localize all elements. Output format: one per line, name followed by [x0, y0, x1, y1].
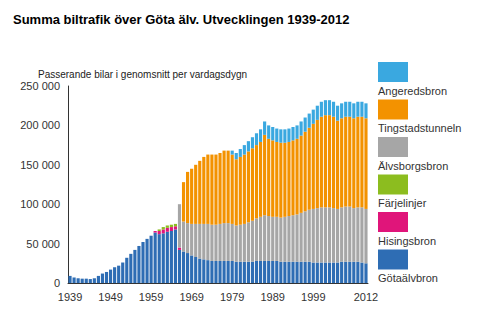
svg-text:1979: 1979 — [220, 291, 244, 303]
svg-text:0: 0 — [54, 277, 60, 289]
svg-text:50 000: 50 000 — [26, 238, 60, 250]
svg-text:1949: 1949 — [98, 291, 122, 303]
svg-text:1959: 1959 — [139, 291, 163, 303]
svg-text:1939: 1939 — [58, 291, 82, 303]
svg-text:250 000: 250 000 — [20, 80, 60, 92]
svg-text:Tingstadstunneln: Tingstadstunneln — [378, 122, 461, 134]
svg-text:Färjelinjer: Färjelinjer — [378, 197, 427, 209]
svg-text:Passerande bilar i genomsnitt: Passerande bilar i genomsnitt per vardag… — [38, 69, 247, 80]
svg-text:100 000: 100 000 — [20, 198, 60, 210]
svg-text:1969: 1969 — [179, 291, 203, 303]
svg-text:150 000: 150 000 — [20, 159, 60, 171]
svg-text:200 000: 200 000 — [20, 119, 60, 131]
svg-text:Summa biltrafik över Göta älv.: Summa biltrafik över Göta älv. Utvecklin… — [13, 12, 349, 27]
svg-text:1989: 1989 — [260, 291, 284, 303]
svg-text:Hisingsbron: Hisingsbron — [378, 235, 436, 247]
svg-text:2012: 2012 — [354, 291, 378, 303]
svg-text:Älvsborgsbron: Älvsborgsbron — [378, 160, 448, 172]
svg-text:Götaälvbron: Götaälvbron — [378, 272, 438, 284]
svg-text:1999: 1999 — [301, 291, 325, 303]
svg-text:Angeredsbron: Angeredsbron — [378, 85, 447, 97]
